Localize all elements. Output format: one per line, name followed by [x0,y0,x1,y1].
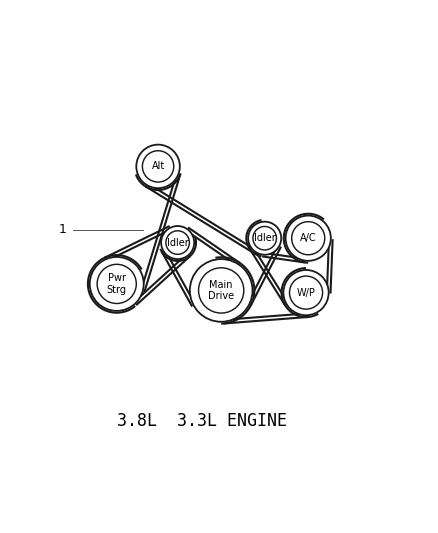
Circle shape [248,222,281,255]
Text: W/P: W/P [297,288,315,297]
Text: Pwr
Strg: Pwr Strg [107,273,127,295]
Circle shape [161,226,194,259]
Circle shape [190,259,253,322]
Circle shape [90,257,144,311]
Circle shape [136,144,180,188]
Text: A/C: A/C [300,233,317,243]
Text: Alt: Alt [152,161,165,172]
Text: 1: 1 [58,223,66,236]
Text: 3.8L  3.3L ENGINE: 3.8L 3.3L ENGINE [117,412,286,430]
Text: Idler: Idler [254,233,276,243]
Circle shape [286,215,331,261]
Circle shape [283,270,328,315]
Text: Main
Drive: Main Drive [208,280,234,301]
Text: Idler: Idler [167,238,188,247]
